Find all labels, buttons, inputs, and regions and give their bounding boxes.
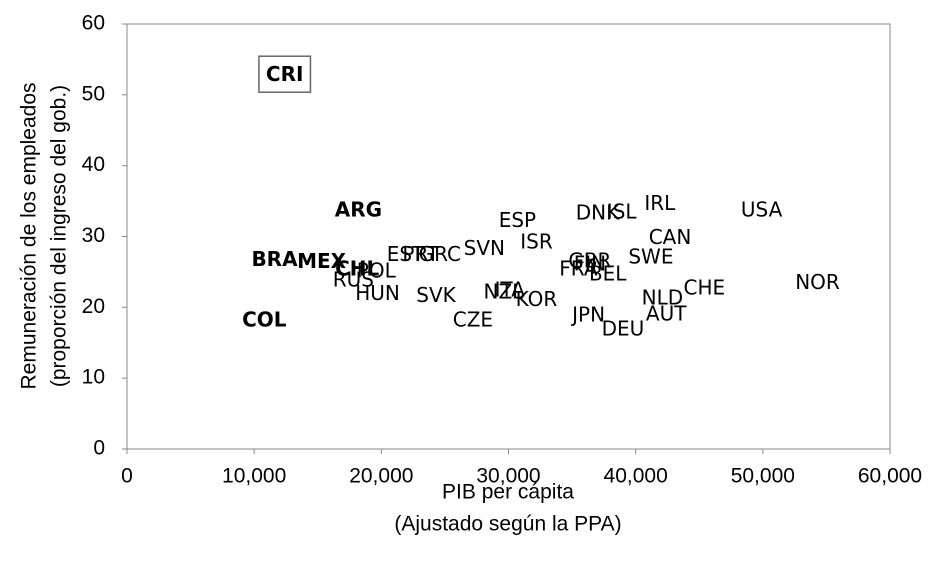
x-tick-label: 20,000 — [349, 465, 413, 488]
x-axis-label: (Ajustado según la PPA) — [394, 513, 621, 536]
point-label: ISR — [520, 229, 553, 253]
point-label: CHE — [684, 275, 726, 299]
point-label: COL — [242, 307, 287, 331]
y-tick-label: 10 — [82, 366, 105, 389]
point-label: ESP — [499, 208, 536, 232]
point-label: NLD — [642, 285, 684, 309]
point-label: ISL — [607, 200, 638, 224]
y-axis-label: (proporción del ingreso del gob.) — [48, 85, 71, 387]
point-label: KOR — [516, 287, 558, 311]
x-tick-label: 40,000 — [604, 465, 668, 488]
point-label: SVN — [464, 236, 505, 260]
x-tick-label: 50,000 — [731, 465, 795, 488]
y-tick-label: 60 — [82, 12, 105, 35]
y-axis-label: Remuneración de los empleados — [18, 82, 41, 389]
point-label: IRL — [644, 191, 676, 215]
x-tick-label: 0 — [121, 465, 133, 488]
point-label: ITA — [495, 278, 526, 302]
y-tick-label: 40 — [82, 153, 105, 176]
plot-frame — [126, 23, 891, 450]
point-label: AUT — [646, 302, 687, 326]
point-label: JPN — [570, 302, 605, 326]
y-tick-label: 50 — [82, 82, 105, 105]
point-label: MEX — [297, 249, 347, 273]
point-label: USA — [741, 198, 783, 222]
point-label: EST — [387, 242, 425, 266]
point-label: HUN — [355, 281, 400, 305]
label-box — [258, 55, 312, 93]
point-label: SVK — [416, 283, 456, 307]
point-label: NZL — [484, 280, 525, 304]
point-label: RUS — [333, 268, 374, 292]
point-label: DEU — [602, 317, 645, 341]
y-tick-label: 30 — [82, 224, 105, 247]
point-label: CAN — [649, 225, 692, 249]
x-tick-label: 10,000 — [222, 465, 286, 488]
y-tick-label: 20 — [82, 295, 105, 318]
y-tick-label: 0 — [93, 437, 105, 460]
point-label: BEL — [589, 261, 627, 285]
point-label: ARG — [335, 198, 382, 222]
point-label: CZE — [453, 307, 493, 331]
x-tick-label: 60,000 — [858, 465, 922, 488]
point-label: BRA — [251, 247, 298, 271]
point-label: FIN — [574, 251, 606, 275]
point-label: DNK — [576, 200, 620, 224]
x-tick-label: 30,000 — [476, 465, 540, 488]
point-label: PRT — [402, 242, 440, 266]
point-label: FRA — [559, 256, 598, 280]
x-axis-label: PIB per cápita — [442, 481, 574, 504]
point-label: GBR — [568, 249, 611, 273]
point-label: SWE — [628, 244, 673, 268]
point-label: CHL — [335, 256, 379, 280]
point-label: GRC — [419, 242, 461, 266]
point-label: CRI — [266, 62, 304, 86]
point-label: POL — [357, 258, 397, 282]
point-label: NOR — [795, 270, 840, 294]
